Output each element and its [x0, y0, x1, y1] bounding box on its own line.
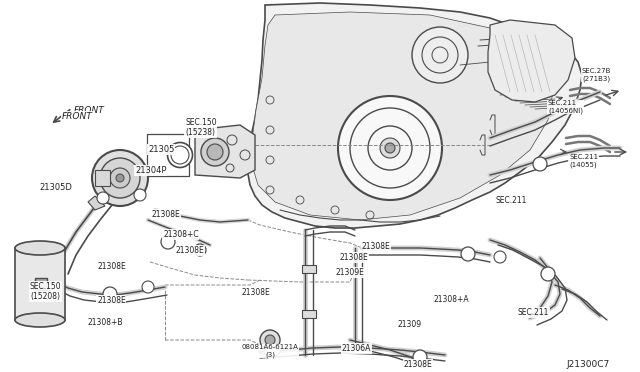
Text: 21308+C: 21308+C [163, 230, 198, 239]
Bar [147, 134, 189, 176]
Circle shape [161, 235, 175, 249]
Polygon shape [488, 20, 575, 102]
Text: SEC.150
(15238): SEC.150 (15238) [185, 118, 216, 137]
Circle shape [142, 281, 154, 293]
Text: J21300C7: J21300C7 [566, 360, 609, 369]
Text: 21308E: 21308E [362, 242, 391, 251]
Polygon shape [88, 196, 105, 210]
Text: FRONT: FRONT [62, 112, 93, 121]
Circle shape [260, 330, 280, 350]
Ellipse shape [264, 348, 280, 356]
Bar [302, 310, 316, 318]
Circle shape [380, 138, 400, 158]
Circle shape [265, 335, 275, 345]
Circle shape [201, 138, 229, 166]
Circle shape [541, 267, 555, 281]
Text: SEC.211
(14056NI): SEC.211 (14056NI) [548, 100, 583, 113]
Text: 21305D: 21305D [39, 183, 72, 192]
Text: 21309E: 21309E [335, 268, 364, 277]
Text: 21304P: 21304P [135, 166, 166, 175]
Ellipse shape [168, 142, 193, 167]
Circle shape [461, 247, 475, 261]
Text: FRONT: FRONT [74, 106, 105, 115]
Text: 21308E: 21308E [404, 360, 433, 369]
Circle shape [338, 96, 442, 200]
Bar [35, 278, 47, 290]
Circle shape [116, 174, 124, 182]
Ellipse shape [15, 241, 65, 255]
Polygon shape [252, 12, 555, 220]
Text: 21305: 21305 [148, 145, 174, 154]
Circle shape [103, 287, 117, 301]
Ellipse shape [15, 313, 65, 327]
Circle shape [385, 143, 395, 153]
Text: 21308+A: 21308+A [434, 295, 470, 304]
Bar [302, 265, 316, 273]
Text: SEC.150
(15208): SEC.150 (15208) [30, 282, 61, 301]
Circle shape [412, 27, 468, 83]
Polygon shape [95, 170, 110, 186]
Text: 21306A: 21306A [342, 344, 371, 353]
Circle shape [97, 192, 109, 204]
Circle shape [134, 189, 146, 201]
Circle shape [494, 251, 506, 263]
Text: SEC.211: SEC.211 [518, 308, 549, 317]
Circle shape [413, 350, 427, 364]
Circle shape [533, 157, 547, 171]
Polygon shape [248, 3, 582, 228]
Circle shape [194, 244, 206, 256]
Text: 21308E: 21308E [242, 288, 271, 297]
Text: 21308E: 21308E [176, 246, 205, 255]
Circle shape [207, 144, 223, 160]
Text: 21309: 21309 [398, 320, 422, 329]
Text: SEC.27B
(271B3): SEC.27B (271B3) [582, 68, 611, 81]
Text: 21308E: 21308E [340, 253, 369, 262]
Text: SEC.211
(14055): SEC.211 (14055) [569, 154, 598, 167]
Text: 21308+B: 21308+B [88, 318, 124, 327]
Ellipse shape [171, 146, 189, 164]
Polygon shape [195, 125, 255, 178]
Circle shape [100, 158, 140, 198]
Text: 21308E: 21308E [152, 210, 180, 219]
Text: SEC.211: SEC.211 [496, 196, 527, 205]
Text: 21308E: 21308E [97, 296, 125, 305]
Text: 08081A6-6121A
(3): 08081A6-6121A (3) [241, 344, 298, 357]
Circle shape [110, 168, 130, 188]
Text: 21308E: 21308E [97, 262, 125, 271]
Bar [15, 248, 65, 320]
Circle shape [92, 150, 148, 206]
